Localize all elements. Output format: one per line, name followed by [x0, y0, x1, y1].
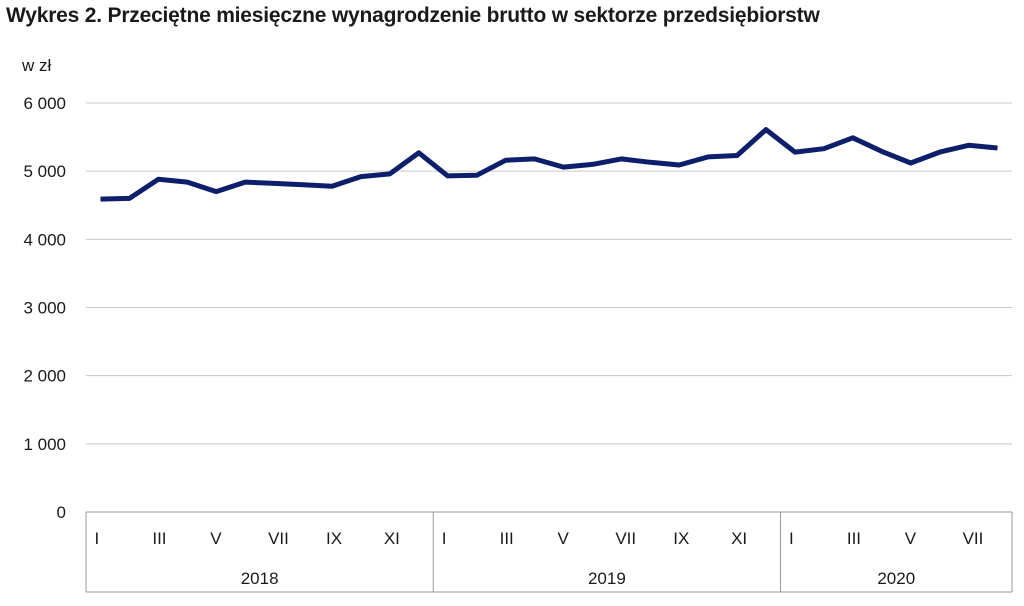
x-tick-label: III [152, 529, 166, 548]
x-tick-label: IX [673, 529, 689, 548]
x-tick-label: III [847, 529, 861, 548]
x-tick-label: IX [326, 529, 342, 548]
x-tick-label: I [442, 529, 447, 548]
series-line [100, 127, 998, 202]
x-tick-label: XI [731, 529, 747, 548]
x-tick-label: V [557, 529, 569, 548]
year-label: 2018 [241, 569, 279, 588]
x-tick-label: VII [268, 529, 289, 548]
y-axis-ticks: 0 1 000 2 000 3 000 4 000 5 000 6 000 [23, 94, 66, 522]
y-tick-label: 2 000 [23, 367, 66, 386]
x-tick-label: I [94, 529, 99, 548]
x-tick-label: I [789, 529, 794, 548]
y-tick-label: 5 000 [23, 162, 66, 181]
y-tick-label: 1 000 [23, 435, 66, 454]
year-label: 2020 [877, 569, 915, 588]
x-tick-label: V [905, 529, 917, 548]
year-label: 2019 [588, 569, 626, 588]
series-group [100, 127, 998, 202]
y-axis-unit-label: w zł [22, 56, 52, 75]
y-tick-label: 3 000 [23, 299, 66, 318]
y-tick-label: 0 [57, 503, 66, 522]
x-tick-label: V [210, 529, 222, 548]
x-tick-label: VII [615, 529, 636, 548]
x-tick-label: VII [963, 529, 984, 548]
gridlines [86, 102, 1012, 513]
y-tick-label: 4 000 [23, 230, 66, 249]
y-tick-label: 6 000 [23, 94, 66, 113]
chart-title: Wykres 2. Przeciętne miesięczne wynagrod… [6, 4, 820, 27]
x-tick-label: XI [384, 529, 400, 548]
x-tick-label: III [500, 529, 514, 548]
